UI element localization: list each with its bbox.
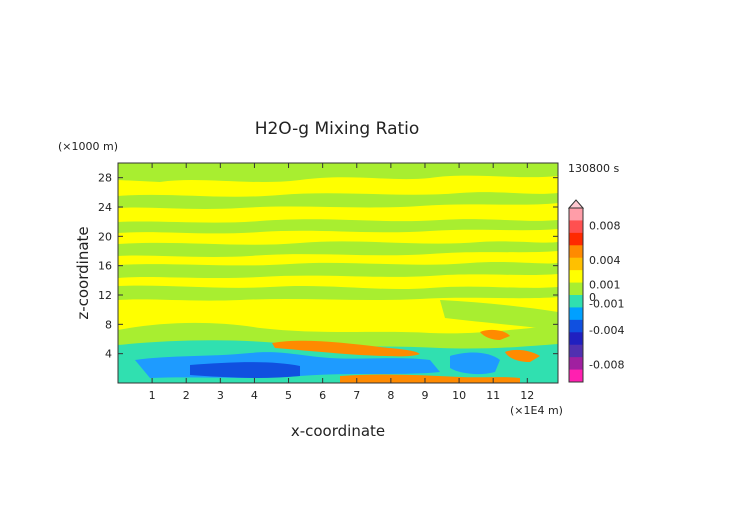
plot-frame bbox=[117, 162, 559, 384]
colorbar-label: 0 bbox=[589, 291, 596, 304]
y-axis: 4 8 12 16 20 24 28 bbox=[98, 172, 558, 361]
field-region bbox=[118, 192, 558, 209]
x-axis: 1 2 3 4 5 6 7 8 9 10 11 12 bbox=[149, 163, 534, 402]
x-tick-label: 9 bbox=[421, 389, 428, 402]
field-region bbox=[450, 352, 500, 375]
y-tick-label: 20 bbox=[98, 230, 112, 243]
colorbar-swatch bbox=[569, 307, 583, 321]
field-region bbox=[118, 163, 558, 182]
field-region bbox=[480, 329, 510, 340]
colorbar-extend-arrow bbox=[567, 199, 585, 209]
x-axis-label: x-coordinate bbox=[291, 422, 385, 440]
x-tick-label: 12 bbox=[520, 389, 534, 402]
field-region bbox=[440, 300, 558, 330]
field-region bbox=[272, 340, 420, 357]
colorbar-label: -0.004 bbox=[589, 324, 624, 337]
colorbar-swatch bbox=[569, 245, 583, 259]
colorbar-label: -0.001 bbox=[589, 298, 624, 311]
colorbar-label: 0.001 bbox=[589, 278, 621, 291]
x-tick-label: 2 bbox=[183, 389, 190, 402]
time-label: 130800 s bbox=[568, 162, 619, 175]
field-region bbox=[118, 219, 558, 234]
field-region bbox=[505, 349, 540, 362]
field-region bbox=[118, 285, 558, 301]
field-region bbox=[340, 374, 520, 383]
colorbar-swatch bbox=[569, 357, 583, 371]
colorbar-swatch bbox=[569, 344, 583, 358]
y-tick-label: 16 bbox=[98, 260, 112, 273]
y-tick-label: 8 bbox=[105, 318, 112, 331]
colorbar-swatch bbox=[569, 220, 583, 234]
colorbar-label: 0.004 bbox=[589, 254, 621, 267]
x-tick-label: 7 bbox=[353, 389, 360, 402]
x-tick-label: 10 bbox=[452, 389, 466, 402]
colorbar-frame bbox=[568, 207, 584, 383]
colorbar-swatch bbox=[569, 270, 583, 284]
y-tick-label: 28 bbox=[98, 172, 112, 185]
colorbar-swatch bbox=[569, 257, 583, 271]
colorbar-swatch bbox=[569, 332, 583, 346]
x-tick-label: 8 bbox=[387, 389, 394, 402]
colorbar-swatch bbox=[569, 295, 583, 308]
y-tick-label: 4 bbox=[105, 348, 112, 361]
field-region bbox=[190, 362, 300, 378]
y-tick-label: 24 bbox=[98, 201, 112, 214]
x-tick-label: 11 bbox=[486, 389, 500, 402]
x-tick-label: 4 bbox=[251, 389, 258, 402]
x-unit-label: (×1E4 m) bbox=[510, 404, 563, 417]
colorbar-swatch bbox=[569, 319, 583, 333]
field-region bbox=[118, 262, 558, 278]
x-tick-label: 1 bbox=[149, 389, 156, 402]
colorbar-swatch bbox=[569, 282, 583, 296]
x-tick-label: 5 bbox=[285, 389, 292, 402]
field-region bbox=[118, 241, 558, 257]
x-tick-label: 3 bbox=[217, 389, 224, 402]
x-tick-label: 6 bbox=[319, 389, 326, 402]
y-unit-label: (×1000 m) bbox=[58, 140, 118, 153]
colorbar-label: -0.008 bbox=[589, 359, 624, 372]
colorbar-label: 0.008 bbox=[589, 219, 621, 232]
chart-title: H2O-g Mixing Ratio bbox=[255, 119, 420, 139]
colorbar-swatch bbox=[569, 369, 583, 383]
colorbar-swatch bbox=[569, 208, 583, 221]
y-axis-label: z-coordinate bbox=[74, 226, 92, 319]
contour-field bbox=[118, 163, 558, 383]
y-tick-label: 12 bbox=[98, 289, 112, 302]
colorbar-swatch bbox=[569, 232, 583, 246]
